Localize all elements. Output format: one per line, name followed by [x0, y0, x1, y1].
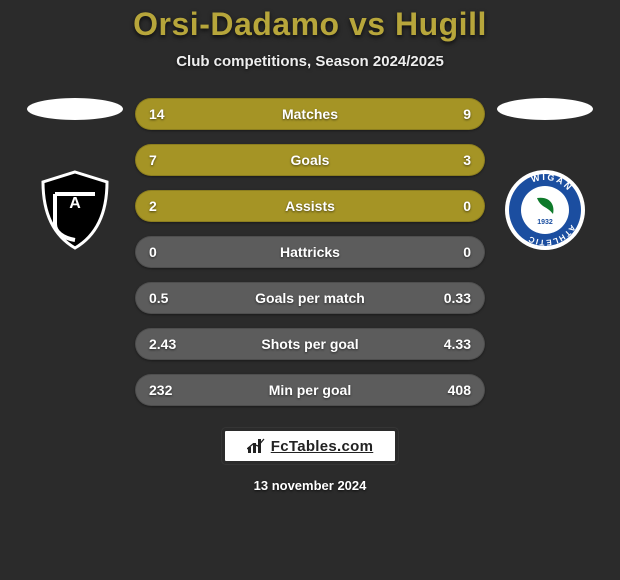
stat-right-value: 4.33	[427, 336, 471, 352]
stat-left-value: 0	[149, 244, 193, 260]
left-side: A	[15, 98, 135, 252]
player-right-name: Hugill	[395, 6, 487, 42]
stat-left-value: 14	[149, 106, 193, 122]
stat-left-value: 7	[149, 152, 193, 168]
stat-label: Goals per match	[193, 290, 427, 306]
content-row: A 14Matches97Goals32Assists00Hattricks00…	[0, 98, 620, 406]
right-nationality-oval	[497, 98, 593, 120]
player-left-name: Orsi-Dadamo	[133, 6, 339, 42]
stat-row: 0.5Goals per match0.33	[135, 282, 485, 314]
fctables-link[interactable]: FcTables.com	[222, 428, 398, 464]
circle-badge-icon: WIGAN ATHLETIC 1932	[503, 168, 587, 252]
stat-label: Shots per goal	[193, 336, 427, 352]
subtitle: Club competitions, Season 2024/2025	[176, 53, 444, 70]
svg-text:A: A	[69, 195, 81, 212]
stat-left-value: 2	[149, 198, 193, 214]
stat-row: 232Min per goal408	[135, 374, 485, 406]
stat-row: 2Assists0	[135, 190, 485, 222]
svg-text:1932: 1932	[537, 219, 553, 226]
stat-label: Assists	[193, 198, 427, 214]
comparison-card: Orsi-Dadamo vs Hugill Club competitions,…	[0, 0, 620, 580]
stat-label: Matches	[193, 106, 427, 122]
vs-word: vs	[349, 6, 386, 42]
stat-row: 0Hattricks0	[135, 236, 485, 268]
stat-row: 14Matches9	[135, 98, 485, 130]
stat-label: Hattricks	[193, 244, 427, 260]
stat-row: 2.43Shots per goal4.33	[135, 328, 485, 360]
bars-icon	[247, 437, 265, 455]
stat-right-value: 9	[427, 106, 471, 122]
page-title: Orsi-Dadamo vs Hugill	[133, 6, 487, 43]
stat-left-value: 2.43	[149, 336, 193, 352]
stat-label: Goals	[193, 152, 427, 168]
date-text: 13 november 2024	[254, 478, 367, 493]
right-club-crest: WIGAN ATHLETIC 1932	[503, 168, 587, 252]
stat-label: Min per goal	[193, 382, 427, 398]
shield-icon: A	[33, 168, 117, 252]
stat-left-value: 0.5	[149, 290, 193, 306]
logo-text: FcTables.com	[271, 438, 374, 455]
stat-right-value: 0.33	[427, 290, 471, 306]
stat-row: 7Goals3	[135, 144, 485, 176]
left-club-crest: A	[33, 168, 117, 252]
stat-right-value: 0	[427, 244, 471, 260]
stats-list: 14Matches97Goals32Assists00Hattricks00.5…	[135, 98, 485, 406]
stat-right-value: 408	[427, 382, 471, 398]
right-side: WIGAN ATHLETIC 1932	[485, 98, 605, 252]
stat-right-value: 3	[427, 152, 471, 168]
left-nationality-oval	[27, 98, 123, 120]
stat-left-value: 232	[149, 382, 193, 398]
stat-right-value: 0	[427, 198, 471, 214]
